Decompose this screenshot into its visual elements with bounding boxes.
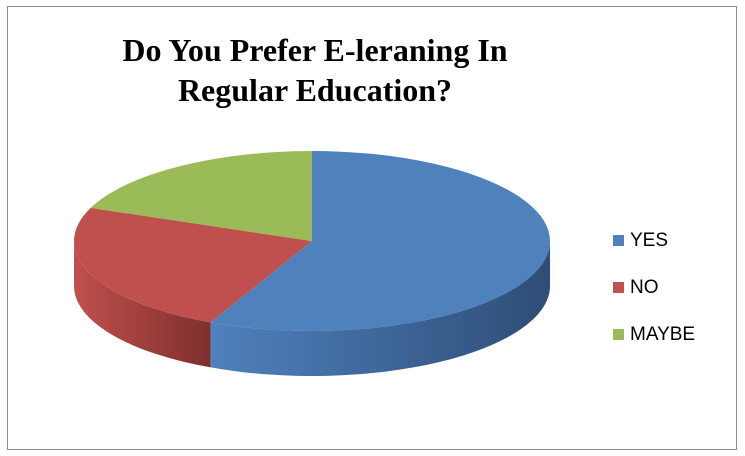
legend-label-maybe: MAYBE: [630, 323, 696, 345]
pie-slice-yes: [210, 151, 550, 331]
legend-label-yes: YES: [630, 229, 669, 251]
chart-title-line-2: Regular Education?: [177, 72, 453, 108]
legend-item-yes: YES: [613, 230, 695, 251]
pie-slice-side-no: [73, 241, 211, 368]
chart-legend: YES NO MAYBE: [613, 230, 695, 371]
legend-swatch-no: [613, 282, 624, 293]
legend-item-maybe: MAYBE: [613, 324, 695, 345]
pie-top: [73, 151, 550, 331]
legend-item-no: NO: [613, 277, 695, 298]
legend-swatch-yes: [613, 235, 624, 246]
legend-swatch-maybe: [613, 329, 624, 340]
pie-slice-no: [73, 207, 313, 323]
legend-label-no: NO: [630, 276, 659, 298]
chart-title-line-1: Do You Prefer E-leraning In: [122, 32, 508, 68]
pie-slice-side-yes: [210, 241, 551, 376]
chart-title: Do You Prefer E-leraning In Regular Educ…: [60, 30, 570, 110]
pie-slice-maybe: [90, 151, 312, 241]
pie-sides: [73, 241, 551, 376]
